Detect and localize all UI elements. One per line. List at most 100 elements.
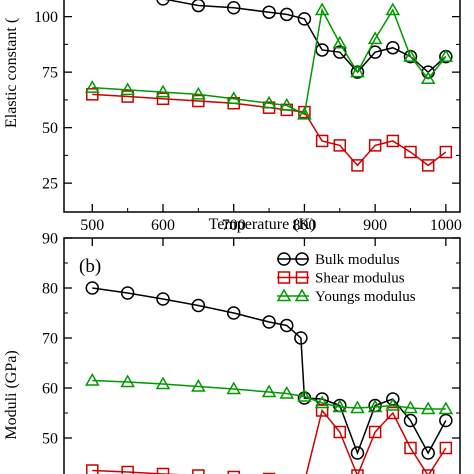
panel-a: 25 50 75 100 500 600 700 800 900 1000 Temperature… bbox=[3, 0, 462, 234]
data-point bbox=[191, 378, 206, 392]
y-tick-label: 60 bbox=[42, 381, 58, 398]
panel-b-series-bulk-modulus bbox=[85, 281, 453, 460]
legend-item: Bulk modulus bbox=[277, 252, 400, 268]
legend-marker bbox=[276, 288, 292, 302]
data-point bbox=[120, 286, 135, 300]
data-point bbox=[261, 384, 277, 398]
series-line bbox=[92, 93, 447, 167]
y-tick-label: 25 bbox=[42, 176, 58, 193]
panel-b: 50 60 70 80 90 (b) Moduli (GPa) Bulk modulus… bbox=[3, 231, 461, 474]
series-line bbox=[92, 287, 447, 456]
legend-item: Youngs modulus bbox=[276, 288, 416, 305]
data-point bbox=[368, 139, 382, 152]
y-tick-label: 80 bbox=[42, 281, 58, 298]
data-point bbox=[156, 467, 170, 474]
data-point bbox=[367, 31, 383, 45]
data-point bbox=[262, 315, 276, 329]
data-point bbox=[386, 40, 400, 55]
data-point bbox=[86, 88, 99, 101]
data-point bbox=[420, 71, 436, 85]
data-point bbox=[85, 281, 100, 295]
data-point bbox=[350, 400, 365, 414]
data-point bbox=[226, 91, 242, 105]
data-point bbox=[156, 292, 170, 306]
data-point bbox=[155, 84, 171, 98]
data-point bbox=[279, 385, 295, 399]
data-point bbox=[333, 139, 347, 152]
x-tick-label: 900 bbox=[363, 217, 387, 234]
data-point bbox=[351, 159, 364, 172]
x-tick-label: 500 bbox=[80, 217, 104, 234]
data-point bbox=[261, 95, 277, 109]
panel-a-series-2 bbox=[84, 2, 454, 120]
data-point bbox=[438, 401, 454, 415]
data-point bbox=[404, 145, 417, 159]
data-point bbox=[156, 92, 170, 106]
panel-a-plot-area bbox=[84, 0, 454, 172]
y-tick-label: 70 bbox=[42, 331, 58, 348]
data-point bbox=[294, 331, 308, 345]
legend-marker bbox=[294, 288, 310, 302]
panel-a-ticks: 25 50 75 100 500 600 700 800 900 1000 bbox=[34, 9, 462, 234]
data-point bbox=[315, 43, 329, 57]
data-point bbox=[121, 90, 134, 103]
data-point bbox=[421, 446, 435, 460]
data-point bbox=[314, 395, 330, 409]
data-point bbox=[84, 80, 100, 93]
y-tick-label: 90 bbox=[42, 231, 58, 248]
panel-a-frame bbox=[63, 0, 461, 213]
panel-b-series-youngs-modulus bbox=[84, 372, 454, 415]
data-point bbox=[439, 413, 453, 428]
data-point bbox=[350, 446, 365, 460]
data-point bbox=[121, 465, 134, 474]
data-point bbox=[420, 401, 436, 415]
legend-marker bbox=[295, 271, 309, 284]
panel-b-series-shear-modulus bbox=[86, 404, 453, 474]
data-point bbox=[386, 134, 400, 148]
panel-a-ylabel: Elastic constant ( bbox=[3, 18, 20, 128]
data-point bbox=[314, 2, 330, 16]
legend: Bulk modulus Shear modulus Youngs modulus bbox=[276, 252, 416, 305]
panel-b-plot-area bbox=[84, 281, 454, 474]
data-point bbox=[403, 49, 418, 62]
data-point bbox=[385, 397, 401, 411]
data-point bbox=[350, 64, 365, 78]
y-tick-label: 75 bbox=[42, 65, 58, 82]
data-point bbox=[403, 413, 418, 428]
data-point bbox=[192, 94, 205, 108]
data-point bbox=[155, 376, 171, 390]
data-point bbox=[297, 12, 312, 26]
data-point bbox=[191, 86, 206, 100]
panel-b-label: (b) bbox=[79, 256, 101, 277]
data-point bbox=[315, 134, 329, 148]
data-point bbox=[439, 145, 453, 159]
legend-marker bbox=[277, 252, 291, 266]
series-line bbox=[92, 379, 446, 410]
series-line bbox=[92, 408, 447, 474]
data-point bbox=[297, 106, 312, 120]
data-point bbox=[438, 49, 454, 62]
data-point bbox=[351, 469, 364, 474]
data-point bbox=[226, 306, 241, 320]
x-tick-label: 1000 bbox=[430, 217, 462, 234]
data-point bbox=[156, 0, 170, 6]
legend-marker bbox=[277, 271, 291, 284]
data-point bbox=[84, 372, 100, 386]
y-tick-label: 100 bbox=[34, 9, 58, 26]
data-point bbox=[279, 97, 295, 111]
y-tick-label: 50 bbox=[42, 120, 58, 137]
data-point bbox=[226, 1, 241, 15]
data-point bbox=[439, 441, 453, 455]
data-point bbox=[120, 82, 135, 96]
legend-label: Shear modulus bbox=[315, 271, 405, 287]
data-point bbox=[368, 425, 382, 439]
data-point bbox=[332, 399, 348, 413]
data-point bbox=[227, 470, 240, 474]
y-tick-label: 50 bbox=[42, 431, 58, 448]
legend-item: Shear modulus bbox=[277, 271, 405, 287]
data-point bbox=[332, 35, 348, 49]
legend-marker bbox=[295, 252, 309, 266]
data-point bbox=[226, 381, 242, 395]
data-point bbox=[368, 45, 382, 59]
